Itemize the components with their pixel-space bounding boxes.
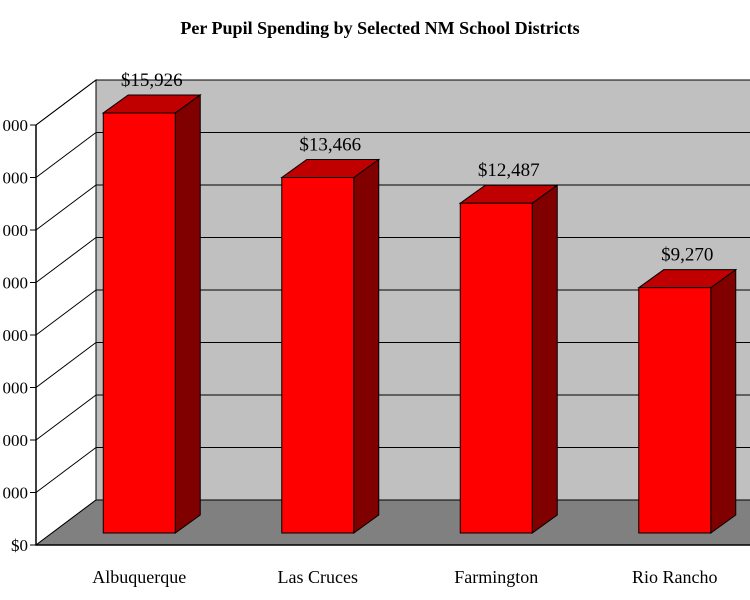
y-axis: $0 000 000 000 000 000 000 000 000 xyxy=(3,116,750,555)
gridline-side xyxy=(35,342,97,388)
y-tick-label: 000 xyxy=(3,221,29,240)
bar xyxy=(637,268,738,534)
bar-front xyxy=(459,202,533,534)
gridline-side xyxy=(35,79,97,126)
x-tick-label: Albuquerque xyxy=(92,567,186,587)
y-tick-label: 000 xyxy=(3,274,29,293)
bar-front xyxy=(102,112,176,534)
gridline-side xyxy=(35,447,97,493)
bar xyxy=(280,158,381,534)
bar-side xyxy=(353,158,380,534)
gridline-side xyxy=(35,184,97,231)
bars xyxy=(101,93,738,534)
bar xyxy=(458,184,559,534)
gridline-side xyxy=(35,289,97,336)
bar-front xyxy=(281,177,355,534)
gridline-side xyxy=(35,132,97,178)
bar xyxy=(101,93,202,534)
y-tick-label: 000 xyxy=(3,326,29,345)
data-label: $9,270 xyxy=(661,245,713,266)
bar-side xyxy=(174,93,201,534)
x-tick-label: Farmington xyxy=(454,567,538,587)
bar-front xyxy=(638,287,712,534)
data-label: $12,487 xyxy=(478,160,540,181)
chart-title: Per Pupil Spending by Selected NM School… xyxy=(180,18,580,38)
y-tick-label: 000 xyxy=(3,116,29,135)
x-tick-label: Rio Rancho xyxy=(632,567,718,587)
y-tick-label: 000 xyxy=(3,431,29,450)
y-tick-label: 000 xyxy=(3,484,29,503)
bar-side xyxy=(531,184,558,534)
data-label: $15,926 xyxy=(121,70,183,91)
x-tick-label: Las Cruces xyxy=(278,567,358,587)
y-tick-label: 000 xyxy=(3,379,29,398)
y-tick-label: $0 xyxy=(11,536,28,555)
data-label: $13,466 xyxy=(299,135,361,156)
x-tick-labels: Albuquerque Las Cruces Farmington Rio Ranch… xyxy=(92,567,717,587)
bar-side xyxy=(710,268,737,534)
y-tick-label: 000 xyxy=(3,169,29,188)
data-labels: $15,926 $13,466 $12,487 $9,270 xyxy=(121,70,714,266)
gridline-side xyxy=(35,394,97,441)
gridline-side xyxy=(35,237,97,283)
